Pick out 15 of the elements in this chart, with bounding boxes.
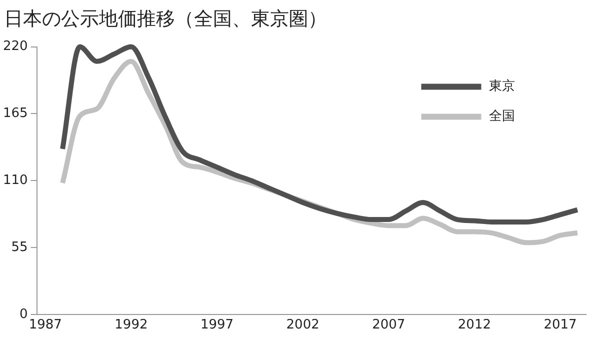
- legend-label: 全国: [489, 109, 516, 124]
- x-tick-label: 1992: [114, 318, 148, 333]
- legend-label: 東京: [489, 79, 516, 94]
- chart-title: 日本の公示地価推移（全国、東京圏）: [3, 7, 328, 32]
- x-tick-label: 1987: [28, 318, 62, 333]
- y-tick-label: 220: [2, 39, 28, 54]
- x-tick-label: 1997: [200, 318, 234, 333]
- y-tick-label: 0: [20, 306, 28, 322]
- y-tick-label: 165: [2, 106, 28, 122]
- x-tick-label: 2007: [372, 318, 406, 333]
- x-tick-label: 2002: [286, 318, 320, 333]
- y-tick-label: 110: [2, 172, 28, 188]
- x-tick-label: 2017: [544, 318, 577, 333]
- y-tick-label: 55: [11, 240, 28, 255]
- x-tick-label: 2012: [458, 318, 491, 333]
